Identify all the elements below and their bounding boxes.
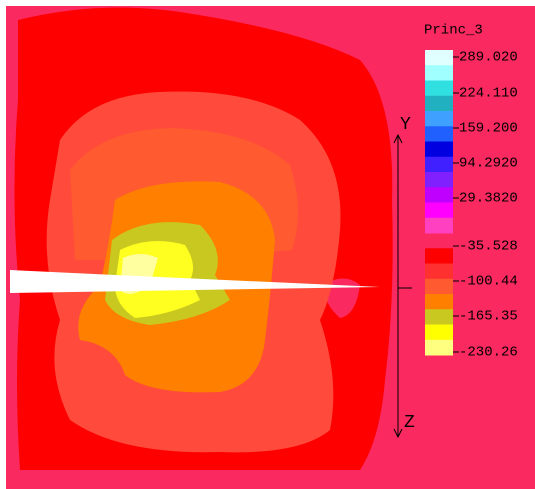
legend-label: 94.2920 [459,156,518,172]
color-band [425,172,453,188]
color-band [425,187,453,203]
legend-labels: 289.020 224.110 159.200 94.2920 29.3820 -35.5… [453,50,518,361]
color-band [425,278,453,295]
axis-label: Y [400,115,411,135]
color-band [425,80,453,97]
legend-label: 159.200 [459,121,518,137]
color-band [425,141,453,158]
axis-arrow [393,133,403,144]
color-band [425,50,453,66]
axis-arrow [393,428,403,439]
color-band [425,339,453,356]
crack [10,270,380,293]
contour-hole [322,278,360,318]
legend-label: -165.35 [459,309,518,325]
legend-label: 289.020 [459,50,518,66]
legend-label: -230.26 [459,345,518,361]
color-band [425,202,453,219]
color-band [425,217,453,234]
color-band [425,156,453,173]
color-band [425,294,453,310]
color-band [425,95,453,112]
color-band [425,248,453,264]
legend-label: -100.44 [459,274,518,290]
axis-label: Z [404,413,415,433]
legend-title: Princ_3 [424,23,483,39]
legend-label: 29.3820 [459,191,518,207]
color-band [425,309,453,325]
color-band [425,263,453,280]
color-band [425,65,453,81]
legend-label: 224.110 [459,86,518,102]
color-band [425,126,453,142]
color-band [425,111,453,127]
color-band [425,324,453,341]
color-bar [425,50,453,356]
legend-label: -35.528 [459,239,518,255]
